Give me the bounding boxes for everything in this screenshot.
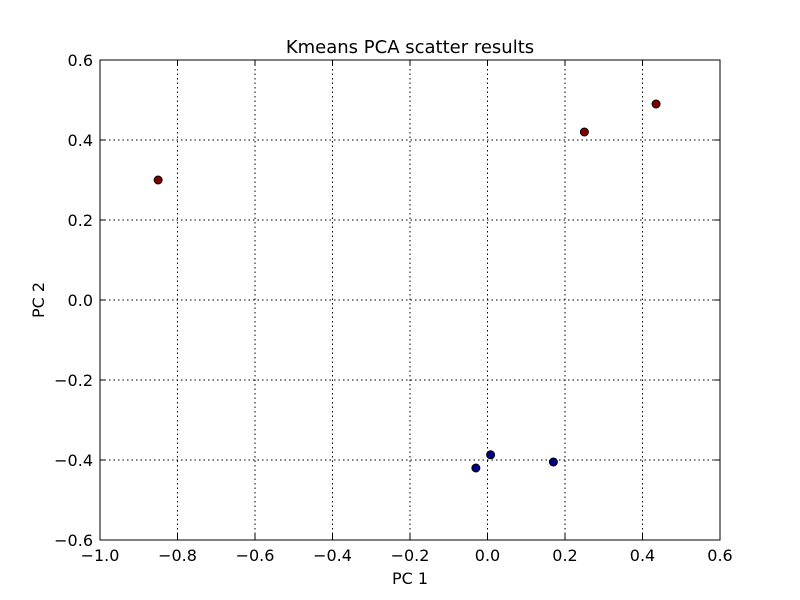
scatter-point-series-2 bbox=[471, 463, 481, 473]
y-tick-label: 0.0 bbox=[68, 291, 93, 310]
y-tick-label: −0.2 bbox=[54, 371, 93, 390]
y-tick-label: 0.2 bbox=[68, 211, 93, 230]
y-tick-label: −0.4 bbox=[54, 451, 93, 470]
data-points bbox=[153, 99, 661, 473]
scatter-point-series-2 bbox=[548, 457, 558, 467]
scatter-point-series-1 bbox=[579, 127, 589, 137]
grid-lines bbox=[100, 60, 720, 540]
x-tick-label: −1.0 bbox=[81, 546, 120, 565]
y-tick-label: −0.6 bbox=[54, 531, 93, 550]
x-tick-label: −0.2 bbox=[391, 546, 430, 565]
axis-ticks bbox=[99, 59, 721, 541]
scatter-point-series-2 bbox=[486, 450, 496, 460]
x-tick-label: 0.6 bbox=[707, 546, 732, 565]
x-axis-label: PC 1 bbox=[392, 569, 428, 588]
x-tick-labels: −1.0 −0.8 −0.6 −0.4 −0.2 0.0 0.2 0.4 0.6 bbox=[81, 546, 733, 565]
plot-area-frame bbox=[99, 59, 721, 541]
x-tick-label: 0.2 bbox=[552, 546, 577, 565]
x-tick-label: −0.6 bbox=[236, 546, 275, 565]
x-tick-label: 0.4 bbox=[630, 546, 655, 565]
x-tick-label: 0.0 bbox=[475, 546, 500, 565]
x-tick-label: −0.4 bbox=[313, 546, 352, 565]
chart-title: Kmeans PCA scatter results bbox=[286, 37, 534, 58]
y-tick-labels: −0.6 −0.4 −0.2 0.0 0.2 0.4 0.6 bbox=[54, 51, 93, 550]
y-axis-label: PC 2 bbox=[29, 282, 48, 318]
y-tick-label: 0.4 bbox=[68, 131, 93, 150]
x-tick-label: −0.8 bbox=[158, 546, 197, 565]
scatter-point-series-1 bbox=[153, 175, 163, 185]
scatter-point-series-1 bbox=[651, 99, 661, 109]
y-tick-label: 0.6 bbox=[68, 51, 93, 70]
